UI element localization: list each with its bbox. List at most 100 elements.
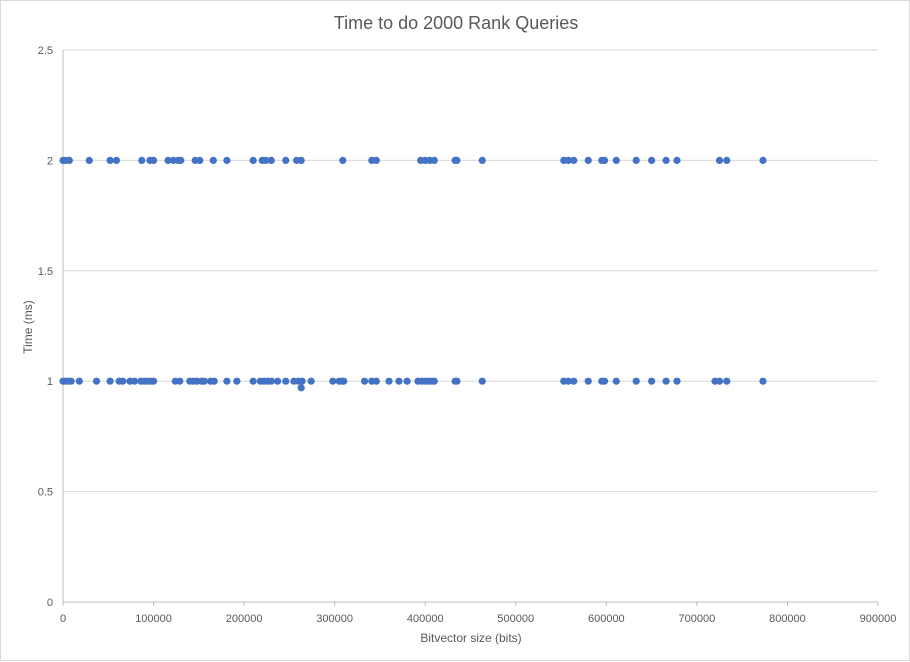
data-point bbox=[715, 377, 724, 385]
data-point bbox=[249, 156, 257, 164]
data-point bbox=[673, 156, 681, 164]
data-point bbox=[282, 377, 290, 385]
data-point bbox=[339, 156, 347, 164]
data-point bbox=[600, 156, 609, 164]
data-points bbox=[59, 156, 767, 392]
gridlines bbox=[63, 49, 878, 493]
data-point bbox=[196, 156, 204, 164]
x-tick-labels: 0 100000 200000 300000 400000 500000 600000 700… bbox=[60, 613, 896, 625]
data-point bbox=[233, 377, 241, 385]
data-point bbox=[67, 377, 75, 385]
data-point bbox=[403, 377, 411, 385]
data-point bbox=[385, 377, 393, 385]
x-tick-label: 0 bbox=[60, 613, 66, 625]
data-point bbox=[612, 377, 620, 385]
data-point bbox=[267, 156, 275, 164]
data-point bbox=[759, 377, 767, 385]
data-point bbox=[85, 156, 93, 164]
x-tick-label: 200000 bbox=[226, 613, 263, 625]
data-point bbox=[262, 156, 270, 164]
data-point bbox=[648, 156, 656, 164]
data-point bbox=[92, 377, 101, 385]
data-point bbox=[297, 384, 305, 392]
y-tick-label: 2.5 bbox=[38, 45, 53, 57]
data-point bbox=[372, 377, 380, 385]
data-point bbox=[223, 377, 231, 385]
x-tick-label: 100000 bbox=[135, 613, 172, 625]
data-point bbox=[177, 156, 185, 164]
data-point bbox=[584, 377, 592, 385]
data-point bbox=[130, 377, 139, 385]
axes bbox=[62, 50, 879, 606]
data-point bbox=[372, 156, 380, 164]
y-tick-label: 1 bbox=[47, 376, 53, 388]
x-tick-label: 500000 bbox=[497, 613, 534, 625]
data-point bbox=[662, 377, 670, 385]
data-point bbox=[723, 377, 731, 385]
data-point bbox=[723, 156, 731, 164]
data-point bbox=[106, 156, 114, 164]
data-point bbox=[106, 377, 114, 385]
data-point bbox=[75, 377, 83, 385]
data-point bbox=[673, 377, 681, 385]
data-point bbox=[65, 156, 73, 164]
x-axis-title: Bitvector size (bits) bbox=[420, 631, 521, 645]
data-point bbox=[297, 156, 305, 164]
y-tick-labels: 0 0.5 1 1.5 2 2.5 bbox=[38, 45, 53, 609]
y-tick-label: 1.5 bbox=[38, 266, 53, 278]
chart-title: Time to do 2000 Rank Queries bbox=[334, 13, 578, 33]
data-point bbox=[119, 377, 127, 385]
data-point bbox=[648, 377, 656, 385]
data-point bbox=[360, 377, 369, 385]
data-point bbox=[112, 156, 121, 164]
data-point bbox=[340, 377, 348, 385]
data-point bbox=[395, 377, 403, 385]
y-tick-label: 0 bbox=[47, 597, 53, 609]
x-tick-label: 800000 bbox=[769, 613, 806, 625]
data-point bbox=[164, 156, 172, 164]
x-tick-label: 900000 bbox=[860, 613, 897, 625]
data-point bbox=[282, 156, 290, 164]
data-point bbox=[329, 377, 337, 385]
data-point bbox=[249, 377, 257, 385]
data-point bbox=[267, 377, 275, 385]
data-point bbox=[478, 377, 486, 385]
data-point bbox=[570, 156, 578, 164]
data-point bbox=[209, 156, 217, 164]
data-point bbox=[274, 377, 282, 385]
data-point bbox=[612, 156, 620, 164]
data-point bbox=[430, 156, 438, 164]
data-point bbox=[600, 377, 609, 385]
x-tick-label: 600000 bbox=[588, 613, 625, 625]
data-point bbox=[223, 156, 231, 164]
x-tick-label: 300000 bbox=[316, 613, 353, 625]
data-point bbox=[200, 377, 208, 385]
data-point bbox=[632, 156, 640, 164]
x-tick-label: 400000 bbox=[407, 613, 444, 625]
y-tick-label: 0.5 bbox=[38, 487, 53, 499]
data-point bbox=[176, 377, 184, 385]
data-point bbox=[138, 156, 146, 164]
data-point bbox=[453, 377, 461, 385]
data-point bbox=[478, 156, 486, 164]
data-point bbox=[759, 156, 767, 164]
data-point bbox=[298, 377, 306, 385]
data-point bbox=[662, 156, 670, 164]
data-point bbox=[564, 156, 572, 164]
data-point bbox=[584, 156, 592, 164]
data-point bbox=[453, 156, 461, 164]
data-point bbox=[715, 156, 724, 164]
data-point bbox=[210, 377, 218, 385]
data-point bbox=[564, 377, 572, 385]
data-point bbox=[570, 377, 578, 385]
x-tick-label: 700000 bbox=[679, 613, 716, 625]
data-point bbox=[149, 377, 158, 385]
data-point bbox=[632, 377, 640, 385]
y-tick-label: 2 bbox=[47, 155, 53, 167]
data-point bbox=[307, 377, 315, 385]
data-point bbox=[149, 156, 158, 164]
y-axis-title: Time (ms) bbox=[21, 300, 35, 354]
data-point bbox=[430, 377, 438, 385]
